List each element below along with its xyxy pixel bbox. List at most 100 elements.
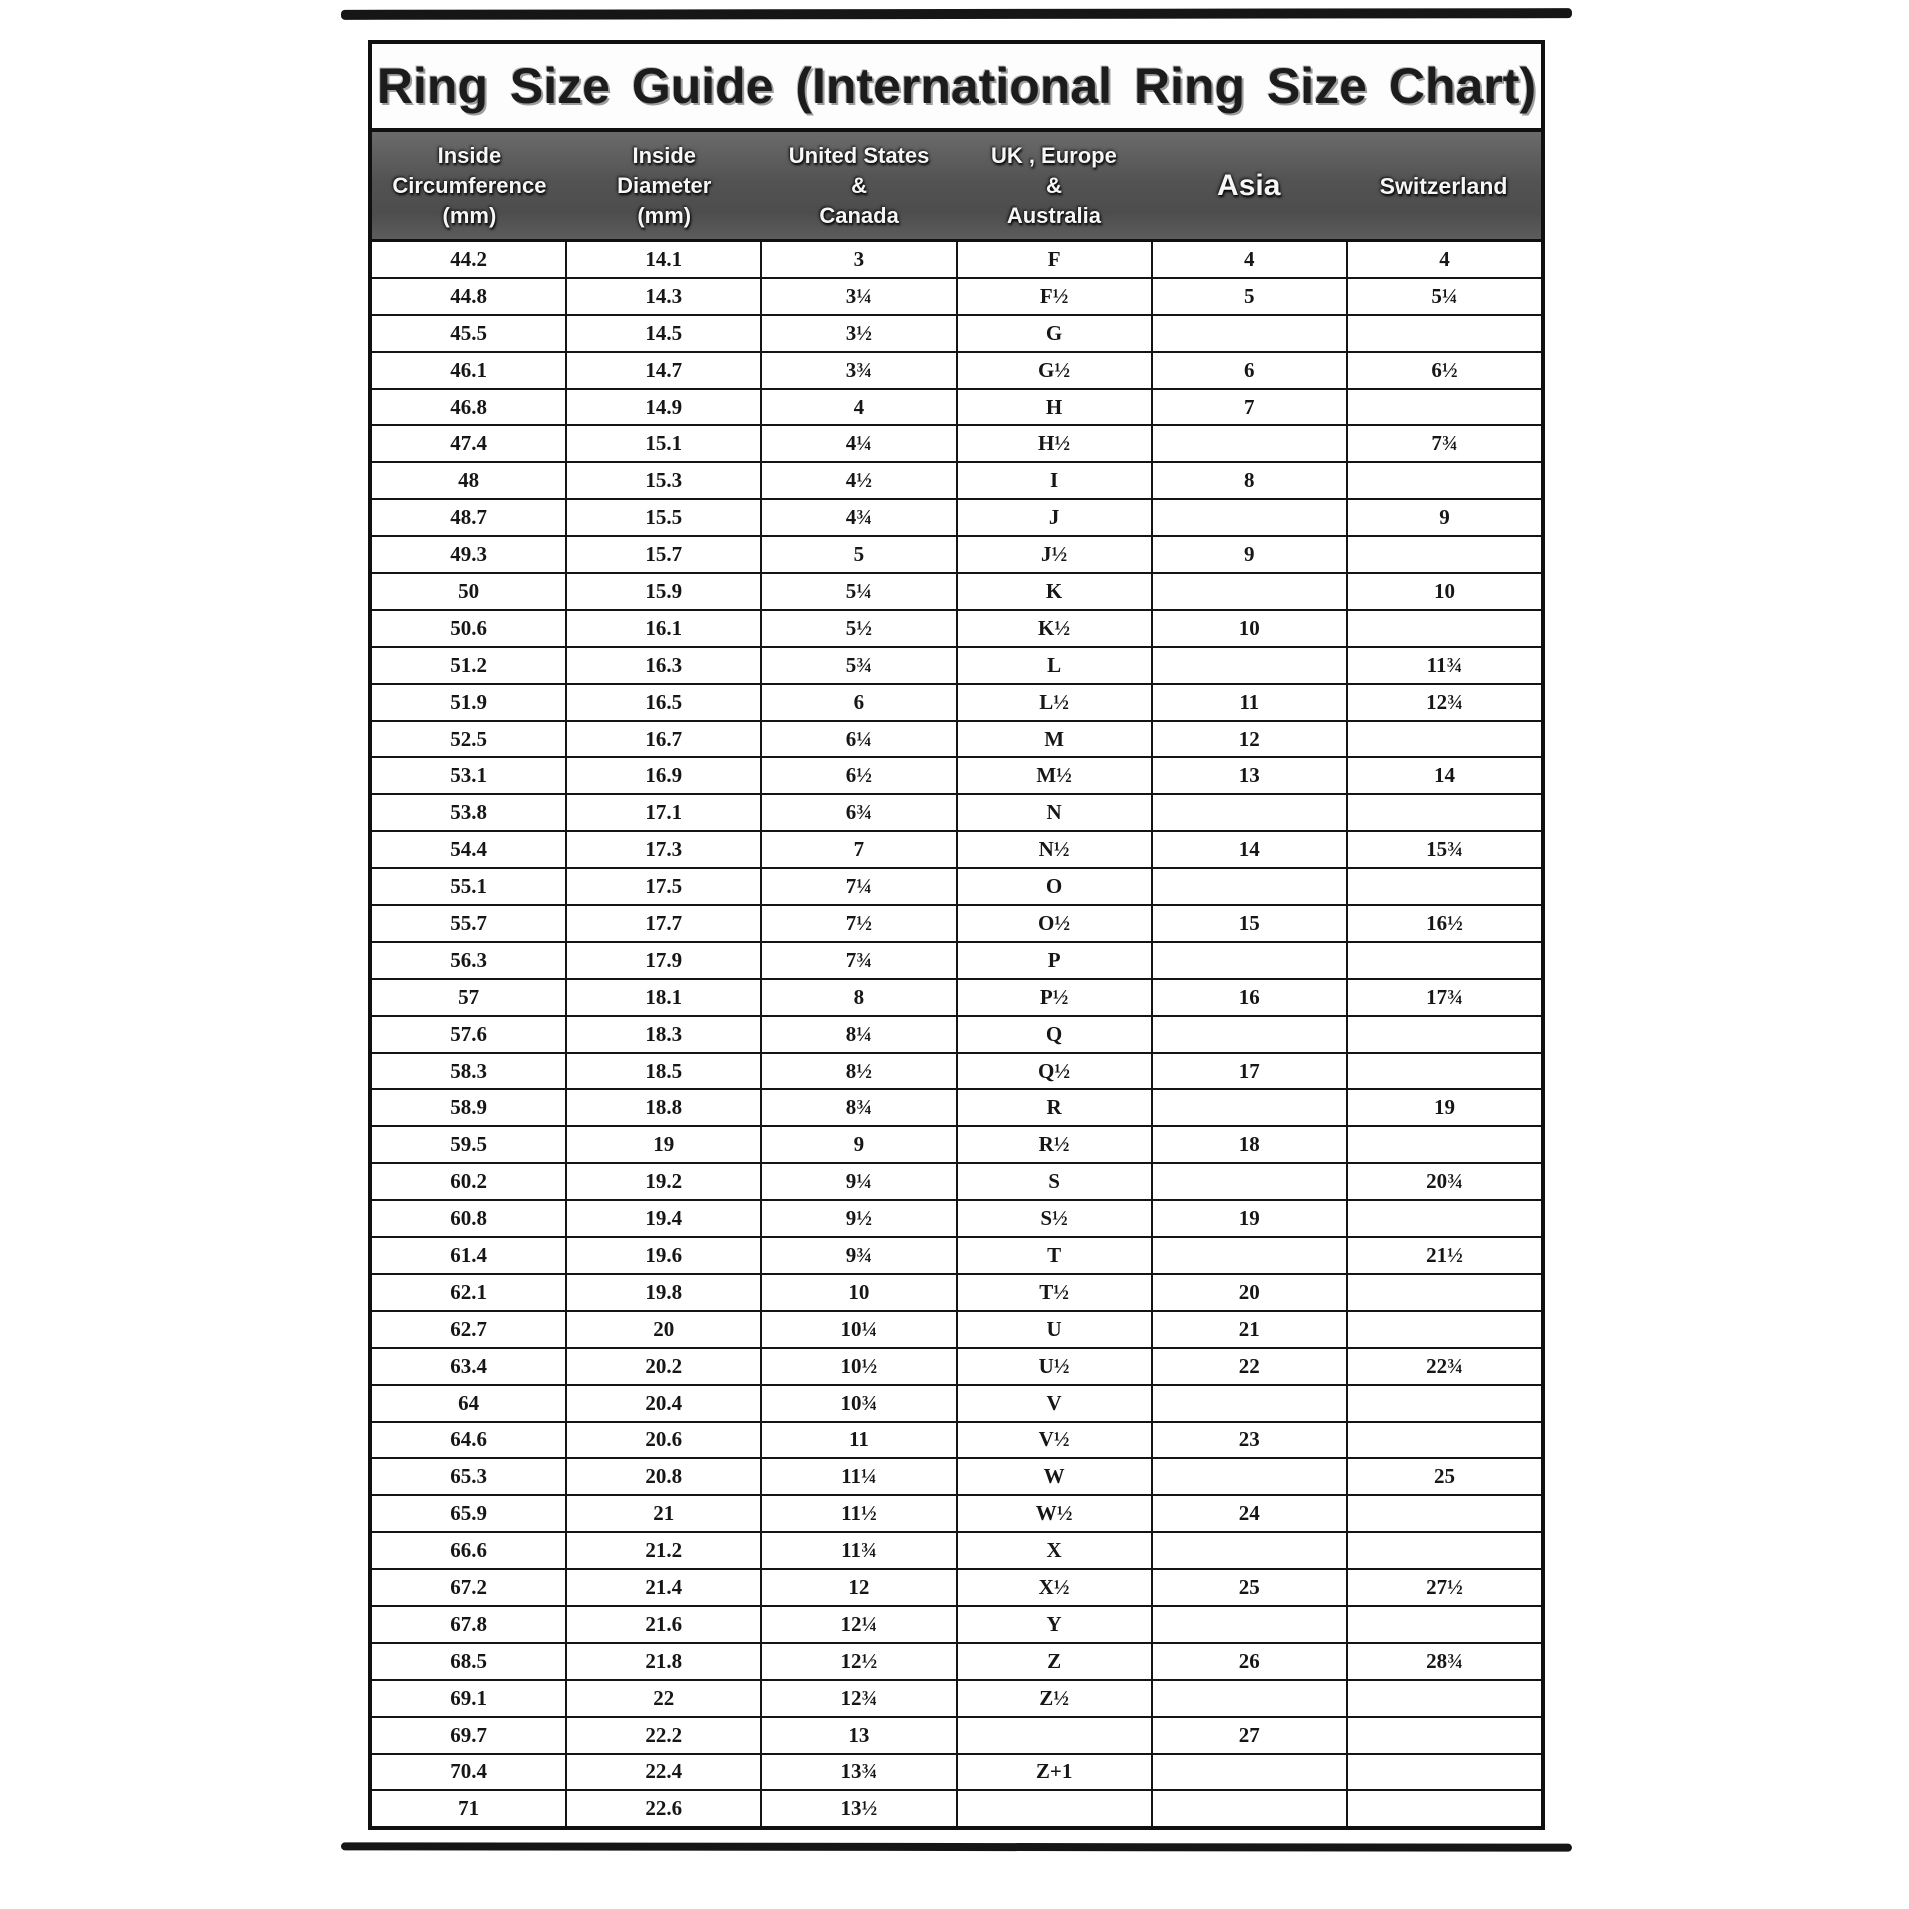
table-cell-inside-diameter: 20.8 xyxy=(567,1459,763,1495)
table-cell-us-canada: 3½ xyxy=(762,315,958,351)
page-bottom-rule xyxy=(340,1842,1573,1852)
table-cell-inside-diameter: 19.2 xyxy=(567,1164,763,1200)
table-cell-switzerland xyxy=(1348,795,1541,830)
table-cell-inside-circumference: 62.7 xyxy=(372,1311,568,1347)
table-row: 59.5 19 9 R½ 18 xyxy=(372,1127,1541,1165)
table-cell-switzerland xyxy=(1348,1423,1541,1458)
table-cell-asia: 11 xyxy=(1153,684,1348,720)
table-cell-inside-circumference: 44.2 xyxy=(372,242,568,277)
table-cell-us-canada: 10¼ xyxy=(762,1311,958,1347)
table-cell-inside-diameter: 20.2 xyxy=(567,1348,763,1384)
table-cell-asia xyxy=(1153,1533,1348,1569)
table-cell-uk-europe-australia: R xyxy=(958,1090,1153,1126)
column-header-line: Circumference xyxy=(392,172,547,198)
table-cell-us-canada: 8¾ xyxy=(762,1090,958,1126)
table-cell-uk-europe-australia: K xyxy=(958,574,1153,609)
table-cell-inside-diameter: 15.9 xyxy=(567,574,763,609)
table-cell-asia: 15 xyxy=(1153,906,1348,941)
table-cell-switzerland: 14 xyxy=(1433,763,1455,788)
column-header-switzerland: Switzerland xyxy=(1346,132,1541,239)
column-header-us-canada: United States & Canada xyxy=(762,132,957,239)
table-cell-uk-europe-australia: J xyxy=(958,500,1153,536)
table-row: 67.2 21.4 12 X½ 25 27½ xyxy=(372,1570,1541,1607)
table-cell-switzerland xyxy=(1348,1054,1541,1089)
table-cell-us-canada: 8 xyxy=(762,979,958,1015)
table-cell-inside-diameter: 16.9 xyxy=(567,758,763,794)
table-cell-switzerland: 25 xyxy=(1433,1464,1455,1489)
table-cell-inside-circumference: 49.3 xyxy=(372,537,568,573)
table-cell-us-canada: 13 xyxy=(762,1717,958,1753)
table-cell-asia xyxy=(1153,869,1348,905)
table-cell-us-canada: 11¼ xyxy=(762,1459,958,1495)
table-cell-asia: 25 xyxy=(1153,1570,1348,1605)
table-cell-asia: 19 xyxy=(1153,1201,1348,1237)
table-cell-inside-diameter: 15.7 xyxy=(567,537,763,573)
table-cell-uk-europe-australia xyxy=(958,1717,1153,1753)
table-cell-inside-circumference: 47.4 xyxy=(372,426,568,462)
table-cell-uk-europe-australia: R½ xyxy=(958,1127,1153,1163)
table-cell-asia: 22 xyxy=(1153,1348,1348,1384)
table-cell-asia xyxy=(1153,574,1348,609)
table-cell-inside-circumference: 50.6 xyxy=(372,610,568,646)
table-cell-asia xyxy=(1153,1238,1348,1273)
table-cell-us-canada: 12¼ xyxy=(762,1606,958,1642)
table-row: 44.2 14.1 3 F 4 4 xyxy=(372,242,1541,279)
table-cell-inside-circumference: 60.2 xyxy=(372,1164,568,1200)
table-cell-inside-diameter: 14.3 xyxy=(567,278,763,314)
table-cell-inside-circumference: 61.4 xyxy=(372,1238,568,1273)
table-cell-switzerland: 11¾ xyxy=(1426,652,1463,677)
table-cell-us-canada: 5¾ xyxy=(762,647,958,683)
table-row: 52.5 16.7 6¼ M 12 xyxy=(372,721,1541,759)
table-row: 60.2 19.2 9¼ S 20¾ xyxy=(372,1164,1541,1202)
table-cell-switzerland xyxy=(1348,611,1541,646)
table-row: 55.7 17.7 7½ O½ 15 16½ xyxy=(372,906,1541,943)
table-cell-switzerland: 20¾ xyxy=(1426,1169,1463,1194)
column-header-line: Canada xyxy=(819,202,899,228)
table-row: 48 15.3 4½ I 8 xyxy=(372,463,1541,501)
table-cell-asia xyxy=(1153,1791,1348,1827)
table-cell-switzerland xyxy=(1348,1718,1541,1753)
table-cell-inside-circumference: 58.3 xyxy=(372,1053,568,1089)
table-cell-asia: 18 xyxy=(1153,1127,1348,1163)
page-title: Ring Size Guide (International Ring Size… xyxy=(376,58,1537,114)
table-cell-uk-europe-australia: Y xyxy=(958,1606,1153,1642)
table-cell-switzerland xyxy=(1348,1201,1541,1236)
table-cell-us-canada: 3¼ xyxy=(762,278,958,314)
table-cell-us-canada: 5½ xyxy=(762,610,958,646)
table-cell-inside-circumference: 53.8 xyxy=(372,795,568,831)
table-row: 54.4 17.3 7 N½ 14 15¾ xyxy=(372,832,1541,870)
table-cell-us-canada: 7½ xyxy=(762,906,958,941)
table-cell-inside-diameter: 22.6 xyxy=(567,1791,763,1827)
table-cell-us-canada: 12 xyxy=(762,1570,958,1605)
column-header-line: & xyxy=(851,172,868,198)
table-row: 68.5 21.8 12½ Z 26 28¾ xyxy=(372,1643,1541,1681)
table-cell-uk-europe-australia: Q xyxy=(958,1016,1153,1052)
table-cell-uk-europe-australia: M½ xyxy=(958,758,1153,794)
table-cell-switzerland: 27½ xyxy=(1426,1575,1463,1599)
table-cell-inside-diameter: 18.1 xyxy=(567,979,763,1015)
table-cell-switzerland: 21½ xyxy=(1426,1242,1463,1267)
table-cell-asia: 7 xyxy=(1153,389,1348,425)
table-cell-inside-diameter: 16.5 xyxy=(567,684,763,720)
table-row: 48.7 15.5 4¾ J 9 xyxy=(372,500,1541,538)
table-cell-asia xyxy=(1153,942,1348,978)
table-cell-inside-diameter: 14.9 xyxy=(567,389,763,425)
table-cell-asia: 14 xyxy=(1153,832,1348,868)
table-cell-inside-circumference: 44.8 xyxy=(372,278,568,314)
table-cell-uk-europe-australia: O xyxy=(958,869,1153,905)
table-cell-inside-circumference: 69.1 xyxy=(372,1680,568,1716)
table-cell-asia: 4 xyxy=(1153,242,1348,277)
table-cell-uk-europe-australia: H xyxy=(958,389,1153,425)
table-cell-inside-diameter: 17.7 xyxy=(567,906,763,941)
table-cell-switzerland: 22¾ xyxy=(1426,1353,1463,1378)
table-cell-us-canada: 9 xyxy=(762,1127,958,1163)
table-cell-inside-circumference: 55.7 xyxy=(372,906,568,941)
table-cell-uk-europe-australia: T xyxy=(958,1238,1153,1273)
table-cell-inside-diameter: 14.7 xyxy=(567,352,763,388)
table-cell-uk-europe-australia: L xyxy=(958,647,1153,683)
table-cell-us-canada: 9¼ xyxy=(762,1164,958,1200)
table-cell-inside-diameter: 17.5 xyxy=(567,869,763,905)
table-cell-us-canada: 4 xyxy=(762,389,958,425)
table-cell-asia: 26 xyxy=(1153,1643,1348,1679)
table-cell-inside-circumference: 64 xyxy=(372,1385,568,1421)
